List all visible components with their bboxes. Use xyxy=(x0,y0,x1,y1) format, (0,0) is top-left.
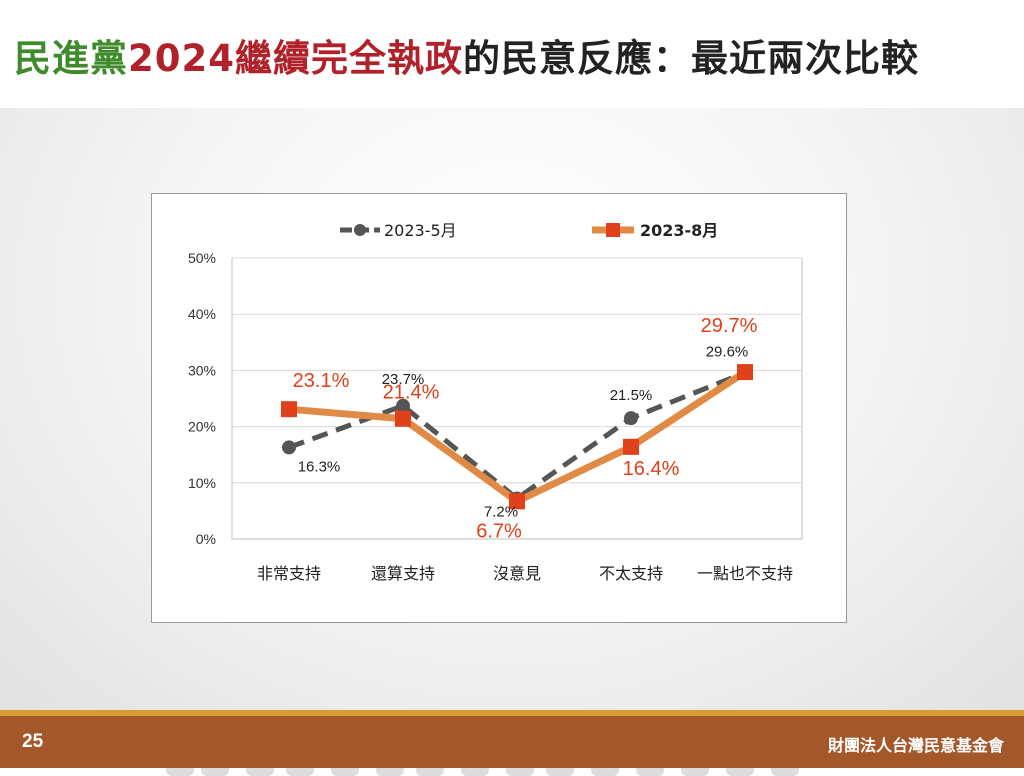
title-segment-topic: 2024繼續完全執政 xyxy=(128,37,463,80)
series-line-2023-08 xyxy=(288,369,747,505)
data-label-2023-05: 29.6% xyxy=(706,344,749,361)
y-tick-label: 10% xyxy=(188,475,216,491)
legend-marker-2023-05 xyxy=(354,224,366,236)
data-label-2023-05: 7.2% xyxy=(484,504,518,521)
data-point-2023-08 xyxy=(395,410,411,427)
title-segment-rest: 的民意反應：最近兩次比較 xyxy=(462,37,919,80)
data-point-2023-08 xyxy=(281,401,297,418)
data-label-2023-05: 21.5% xyxy=(610,387,653,404)
data-point-2023-08 xyxy=(737,364,753,381)
footer-bar: 25 財團法人台灣民意基金會 xyxy=(0,716,1024,768)
x-category-label: 沒意見 xyxy=(493,564,541,583)
data-label-2023-05: 16.3% xyxy=(298,458,341,475)
y-tick-label: 20% xyxy=(188,419,216,435)
x-category-label: 還算支持 xyxy=(371,564,435,583)
data-label-2023-08: 23.1% xyxy=(293,370,350,392)
data-point-2023-08 xyxy=(509,493,525,510)
x-category-label: 非常支持 xyxy=(257,564,321,583)
line-chart: 0% 10% 20% 30% 40% 50% 非常支持 還算支持 沒意見 不太支持 一點也不支持 16… xyxy=(188,221,803,583)
data-label-2023-08: 6.7% xyxy=(476,520,522,542)
y-tick-label: 0% xyxy=(196,531,216,547)
y-tick-label: 40% xyxy=(188,306,216,322)
data-point-2023-05 xyxy=(624,411,638,426)
legend-label-2023-05: 2023-5月 xyxy=(384,221,457,240)
title-segment-party: 民進黨 xyxy=(14,37,128,80)
slide-title: 民進黨2024繼續完全執政的民意反應：最近兩次比較 xyxy=(14,28,919,82)
data-label-2023-05: 23.7% xyxy=(382,371,425,388)
series-line-2023-05 xyxy=(288,370,746,502)
footer-accent-line xyxy=(0,710,1024,716)
y-tick-label: 50% xyxy=(188,250,216,266)
x-category-label: 不太支持 xyxy=(599,564,663,583)
title-bar: 民進黨2024繼續完全執政的民意反應：最近兩次比較 xyxy=(0,0,1024,108)
legend-marker-2023-08 xyxy=(606,223,620,237)
y-tick-label: 30% xyxy=(188,362,216,378)
organization-name: 財團法人台灣民意基金會 xyxy=(827,736,1004,755)
data-label-2023-08: 21.4% xyxy=(383,382,440,404)
x-category-label: 一點也不支持 xyxy=(697,564,793,583)
data-label-2023-08: 16.4% xyxy=(623,458,680,480)
page-number: 25 xyxy=(22,731,44,752)
data-label-2023-08: 29.7% xyxy=(701,315,758,337)
data-point-2023-05 xyxy=(282,440,296,455)
data-point-2023-08 xyxy=(623,438,639,455)
legend-label-2023-08: 2023-8月 xyxy=(640,221,718,240)
chart-frame: 0% 10% 20% 30% 40% 50% 非常支持 還算支持 沒意見 不太支持 一點也不支持 16… xyxy=(151,193,847,623)
data-point-2023-05 xyxy=(396,398,410,413)
